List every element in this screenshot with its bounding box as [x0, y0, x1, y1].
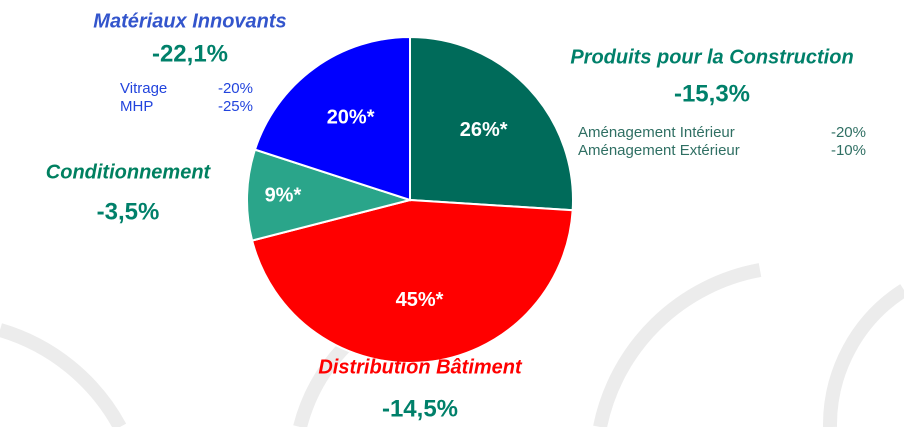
slice-label: 9%* — [265, 184, 302, 206]
slice-label: 20%* — [327, 107, 375, 129]
pie-slice — [250, 198, 574, 364]
slice-label: 45%* — [396, 289, 444, 311]
detail-value: -20% — [831, 124, 866, 141]
detail-value: -20% — [218, 80, 253, 97]
detail-value: -25% — [218, 98, 253, 115]
pie-slice — [409, 35, 574, 212]
pie-slice — [246, 148, 414, 242]
change-label: -15,3% — [674, 80, 750, 107]
change-label: -14,5% — [382, 395, 458, 422]
category-label: Matériaux Innovants — [93, 10, 286, 32]
category-label: Produits pour la Construction — [570, 46, 853, 68]
change-label: -22,1% — [152, 40, 228, 67]
detail-name: Aménagement Intérieur — [578, 124, 735, 141]
detail-value: -10% — [831, 142, 866, 159]
category-label: Conditionnement — [46, 161, 212, 183]
pie-slice — [253, 35, 411, 202]
change-label: -3,5% — [97, 198, 160, 225]
detail-name: Aménagement Extérieur — [578, 142, 740, 159]
bg-arc — [0, 323, 127, 427]
bg-arc — [822, 284, 904, 427]
slice-label: 26%* — [460, 119, 508, 141]
detail-name: MHP — [120, 98, 153, 115]
category-label: Distribution Bâtiment — [318, 356, 523, 378]
bg-arc — [593, 263, 762, 427]
detail-name: Vitrage — [120, 80, 167, 97]
